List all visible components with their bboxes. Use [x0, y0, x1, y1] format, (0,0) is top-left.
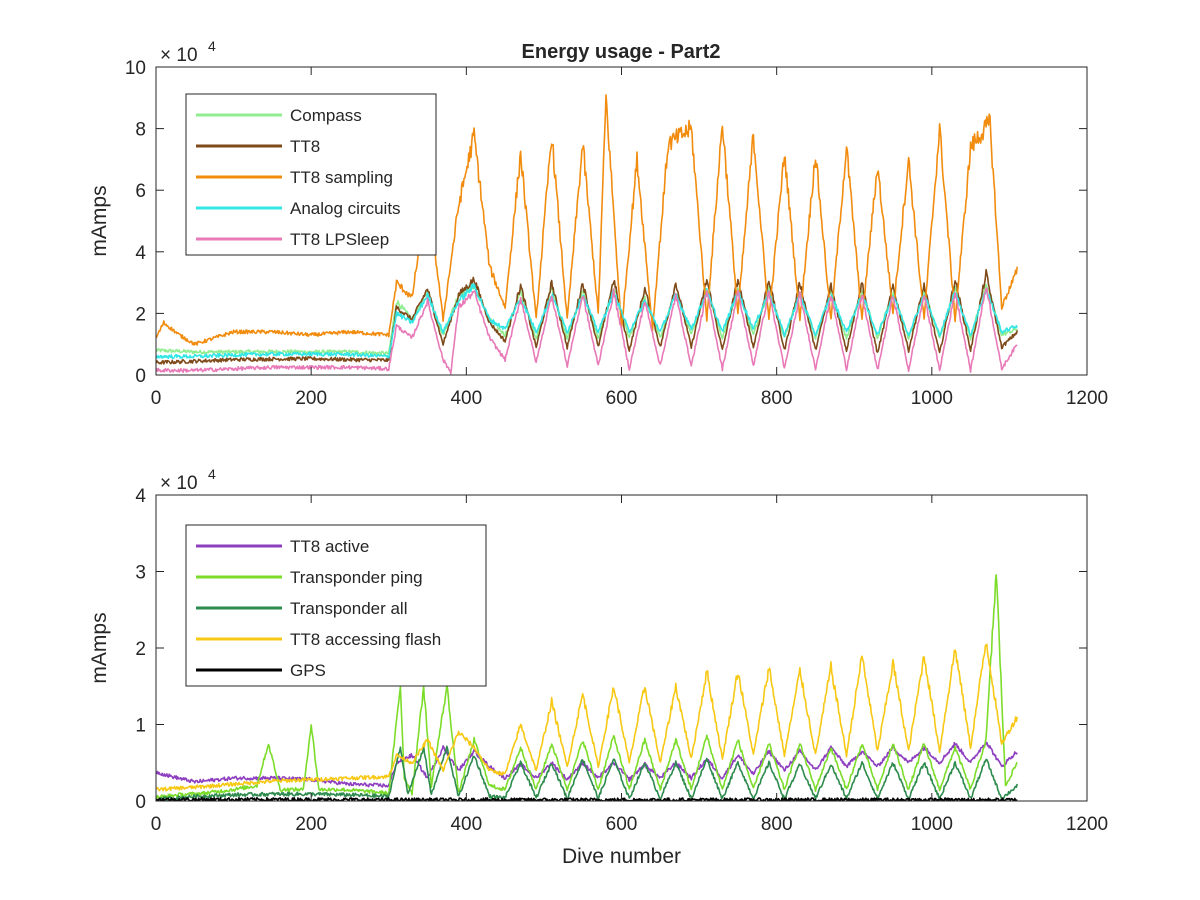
bottom-chart: 0 200 400 600 800 1000 1200 0 1 2 3 4 × 10 4 mAmps Dive… — [88, 466, 1108, 868]
y-tick-label: 6 — [135, 181, 146, 202]
x-axis-label: Dive number — [562, 845, 681, 868]
series-line-transponder-all — [156, 745, 1018, 801]
y-exponent-label: × 10 — [160, 473, 198, 494]
series-group — [156, 94, 1018, 375]
legend-entry-label: Analog circuits — [290, 199, 401, 218]
y-tick-label: 8 — [135, 120, 146, 141]
series-line-tt8-lpsleep — [156, 287, 1018, 375]
series-group — [156, 574, 1018, 801]
y-tick-label: 1 — [135, 716, 146, 737]
legend-entry-label: GPS — [290, 661, 326, 680]
top-chart: 0 200 400 600 800 1000 1200 0 2 4 6 8 10 × 10 4 mAmps Co… — [88, 38, 1108, 409]
x-tick-label: 400 — [450, 388, 482, 409]
y-tick-label: 4 — [135, 243, 146, 264]
y-tick-label: 3 — [135, 563, 146, 584]
legend-box — [185, 524, 487, 687]
x-tick-label: 200 — [295, 388, 327, 409]
legend-entry-label: TT8 LPSleep — [290, 230, 389, 249]
legend: TT8 active Transponder ping Transponder al… — [185, 524, 487, 687]
y-exponent-power: 4 — [208, 466, 216, 482]
y-tick-label: 2 — [135, 639, 146, 660]
legend: Compass TT8 TT8 sampling Analog circuits TT8… — [185, 93, 437, 256]
y-tick-label: 0 — [135, 366, 146, 387]
figure-title: Energy usage - Part2 — [522, 41, 721, 63]
x-tick-label: 1000 — [911, 388, 953, 409]
x-tick-label: 600 — [606, 388, 638, 409]
legend-entry-label: TT8 — [290, 137, 320, 156]
x-tick-label: 800 — [761, 814, 793, 835]
x-tick-label: 200 — [295, 814, 327, 835]
x-tick-label: 800 — [761, 388, 793, 409]
y-tick-label: 0 — [135, 792, 146, 813]
y-exponent-power: 4 — [208, 38, 216, 54]
x-tick-label: 0 — [151, 814, 162, 835]
series-line-tt8 — [156, 268, 1018, 365]
series-line-transponder-ping — [156, 574, 1018, 799]
legend-entry-label: TT8 sampling — [290, 168, 393, 187]
y-axis-label: mAmps — [88, 612, 111, 683]
legend-entry-label: Transponder ping — [290, 568, 423, 587]
x-tick-label: 1200 — [1066, 814, 1108, 835]
legend-entry-label: TT8 active — [290, 537, 369, 556]
x-tick-label: 1000 — [911, 814, 953, 835]
y-tick-label: 2 — [135, 304, 146, 325]
y-axis-label: mAmps — [88, 185, 111, 256]
series-line-gps — [156, 796, 1018, 801]
y-tick-label: 10 — [125, 58, 146, 79]
x-tick-label: 600 — [606, 814, 638, 835]
y-exponent-label: × 10 — [160, 45, 198, 66]
x-tick-label: 0 — [151, 388, 162, 409]
legend-entry-label: TT8 accessing flash — [290, 630, 441, 649]
x-tick-label: 1200 — [1066, 388, 1108, 409]
legend-entry-label: Transponder all — [290, 599, 408, 618]
series-line-tt8-accessing-flash — [156, 643, 1018, 792]
series-line-tt8-sampling — [156, 94, 1018, 346]
x-tick-label: 400 — [450, 814, 482, 835]
legend-entry-label: Compass — [290, 106, 362, 125]
legend-box — [185, 93, 437, 256]
y-tick-label: 4 — [135, 486, 146, 507]
series-line-analog-circuits — [156, 283, 1018, 360]
